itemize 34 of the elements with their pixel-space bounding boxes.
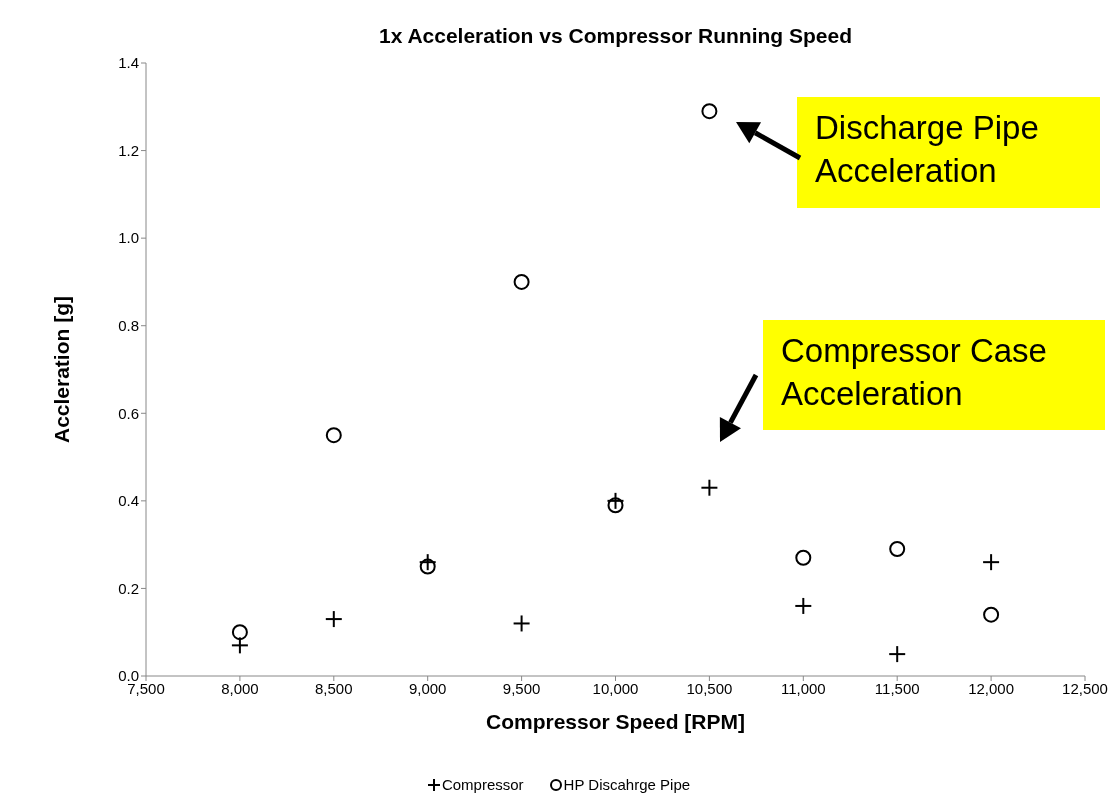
point [325,427,342,444]
point [419,558,436,575]
annotation: Compressor Case Acceleration [763,320,1105,430]
point [231,624,248,641]
x-tick-label: 12,000 [968,679,1015,697]
y-tick-label: 0.4 [118,492,139,510]
legend-label: HP Discahrge Pipe [563,776,691,793]
y-tick-label: 1.4 [118,54,139,72]
x-tick-label: 12,500 [1062,679,1108,697]
point [983,606,1000,623]
annotation: Discharge Pipe Acceleration [797,97,1100,208]
x-tick-label: 11,500 [874,679,920,697]
x-tick-label: 8,000 [221,679,259,697]
x-tick-label: 8,500 [315,679,353,697]
y-tick-label: 0.0 [118,667,139,685]
x-tick-label: 10,500 [686,679,733,697]
y-axis-title: Accleration [g] [50,295,74,444]
x-tick-label: 10,000 [592,679,639,697]
legend-label: Compressor [441,776,524,793]
x-tick-label: 9,000 [408,679,447,697]
point [607,497,624,514]
x-axis-title: Compressor Speed [RPM] [485,709,746,733]
point [513,273,530,290]
x-tick-label: 11,000 [780,679,826,697]
y-tick-label: 1.0 [118,229,139,247]
y-tick-label: 0.2 [118,579,139,597]
chart-title: 1x Acceleration vs Compressor Running Speed [378,24,853,48]
point [889,541,906,558]
y-tick-label: 0.6 [118,404,139,422]
y-tick-label: 0.8 [118,317,139,335]
y-tick-label: 1.2 [118,141,139,159]
point [701,103,718,120]
x-tick-label: 9,500 [502,679,541,697]
point [795,549,812,566]
